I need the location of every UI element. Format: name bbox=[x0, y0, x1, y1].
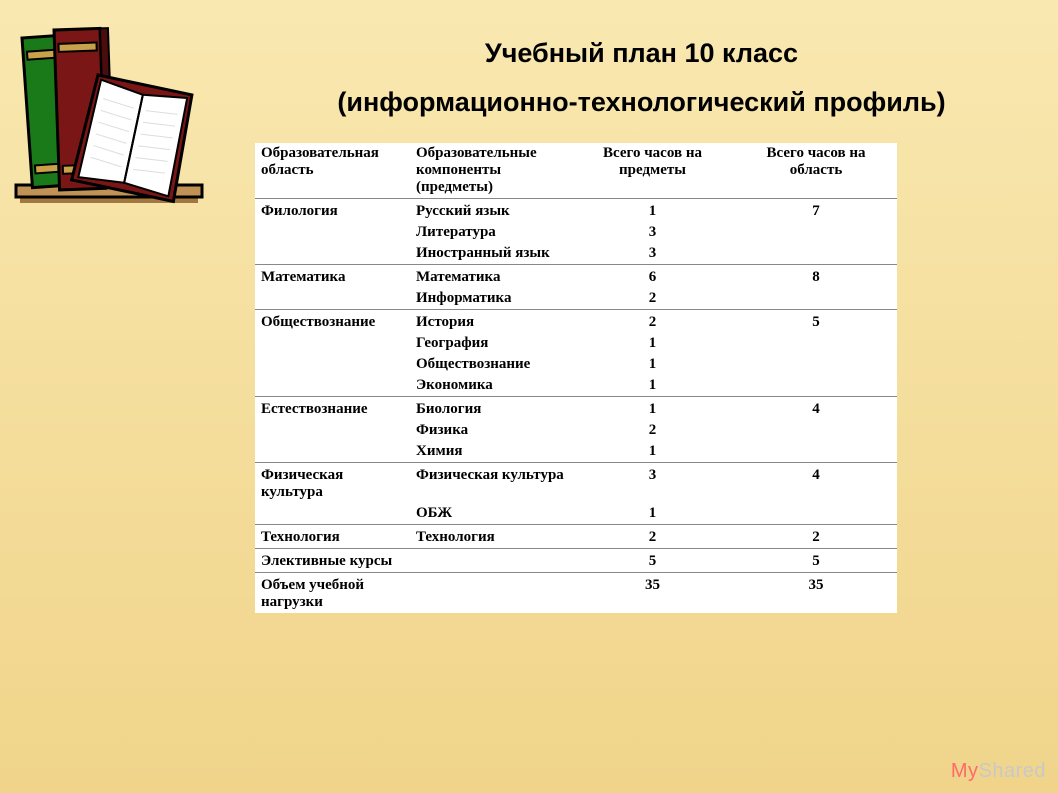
header-subject: Образовательные компоненты (предметы) bbox=[410, 143, 570, 199]
table-row: ФилологияРусский язык17 bbox=[255, 199, 897, 223]
cell-subject: Экономика bbox=[410, 375, 570, 397]
cell-subject: Русский язык bbox=[410, 199, 570, 223]
cell-hours: 3 bbox=[570, 243, 735, 265]
cell-total: 7 bbox=[735, 199, 897, 223]
cell-hours: 1 bbox=[570, 333, 735, 354]
cell-total bbox=[735, 354, 897, 375]
header-area: Образовательная область bbox=[255, 143, 410, 199]
cell-hours: 1 bbox=[570, 397, 735, 421]
cell-area: Технология bbox=[255, 525, 410, 549]
cell-area: Элективные курсы bbox=[255, 549, 410, 573]
cell-hours: 5 bbox=[570, 549, 735, 573]
cell-area bbox=[255, 354, 410, 375]
table-row: Физика2 bbox=[255, 420, 897, 441]
table-row: Литература3 bbox=[255, 222, 897, 243]
watermark-rest: Shared bbox=[979, 760, 1047, 782]
cell-subject: Физика bbox=[410, 420, 570, 441]
header-total: Всего часов на область bbox=[735, 143, 897, 199]
table-row: Иностранный язык3 bbox=[255, 243, 897, 265]
cell-total: 4 bbox=[735, 463, 897, 504]
cell-area bbox=[255, 333, 410, 354]
cell-hours: 1 bbox=[570, 441, 735, 463]
cell-subject: ОБЖ bbox=[410, 503, 570, 525]
table-row: ОБЖ1 bbox=[255, 503, 897, 525]
cell-area: Математика bbox=[255, 265, 410, 289]
cell-area bbox=[255, 288, 410, 310]
cell-hours: 2 bbox=[570, 525, 735, 549]
cell-subject: История bbox=[410, 310, 570, 334]
cell-area bbox=[255, 420, 410, 441]
cell-total: 8 bbox=[735, 265, 897, 289]
cell-total: 5 bbox=[735, 310, 897, 334]
cell-hours: 35 bbox=[570, 573, 735, 614]
cell-total bbox=[735, 503, 897, 525]
cell-hours: 1 bbox=[570, 199, 735, 223]
table-header-row: Образовательная область Образовательные … bbox=[255, 143, 897, 199]
cell-subject bbox=[410, 549, 570, 573]
table-row: Объем учебной нагрузки 3535 bbox=[255, 573, 897, 614]
cell-subject bbox=[410, 573, 570, 614]
table-row: Обществознание1 bbox=[255, 354, 897, 375]
cell-hours: 3 bbox=[570, 222, 735, 243]
cell-total bbox=[735, 288, 897, 310]
watermark: MyShared bbox=[951, 760, 1046, 783]
table-row: География1 bbox=[255, 333, 897, 354]
cell-area bbox=[255, 243, 410, 265]
cell-total bbox=[735, 375, 897, 397]
cell-subject: Математика bbox=[410, 265, 570, 289]
cell-hours: 3 bbox=[570, 463, 735, 504]
title-line-2: (информационно-технологический профиль) bbox=[255, 87, 1028, 118]
cell-total bbox=[735, 222, 897, 243]
cell-total: 5 bbox=[735, 549, 897, 573]
table-row: Физическая культураФизическая культура34 bbox=[255, 463, 897, 504]
cell-area: Объем учебной нагрузки bbox=[255, 573, 410, 614]
cell-total: 2 bbox=[735, 525, 897, 549]
cell-area bbox=[255, 441, 410, 463]
cell-area: Филология bbox=[255, 199, 410, 223]
cell-area: Физическая культура bbox=[255, 463, 410, 504]
cell-hours: 1 bbox=[570, 354, 735, 375]
table-row: ТехнологияТехнология22 bbox=[255, 525, 897, 549]
cell-hours: 2 bbox=[570, 420, 735, 441]
cell-total bbox=[735, 333, 897, 354]
table-row: МатематикаМатематика68 bbox=[255, 265, 897, 289]
watermark-prefix: My bbox=[951, 760, 979, 782]
slide-title: Учебный план 10 класс (информационно-тех… bbox=[255, 38, 1028, 118]
cell-total: 4 bbox=[735, 397, 897, 421]
cell-subject: География bbox=[410, 333, 570, 354]
cell-hours: 6 bbox=[570, 265, 735, 289]
cell-subject: Технология bbox=[410, 525, 570, 549]
cell-area bbox=[255, 222, 410, 243]
cell-hours: 1 bbox=[570, 503, 735, 525]
cell-area bbox=[255, 503, 410, 525]
cell-total bbox=[735, 243, 897, 265]
cell-area bbox=[255, 375, 410, 397]
cell-total bbox=[735, 441, 897, 463]
cell-hours: 2 bbox=[570, 310, 735, 334]
header-hours: Всего часов на предметы bbox=[570, 143, 735, 199]
cell-area: Обществознание bbox=[255, 310, 410, 334]
cell-subject: Химия bbox=[410, 441, 570, 463]
cell-subject: Информатика bbox=[410, 288, 570, 310]
cell-total bbox=[735, 420, 897, 441]
books-icon bbox=[10, 20, 230, 230]
curriculum-table: Образовательная область Образовательные … bbox=[255, 143, 897, 613]
cell-subject: Литература bbox=[410, 222, 570, 243]
title-line-1: Учебный план 10 класс bbox=[255, 38, 1028, 69]
cell-hours: 1 bbox=[570, 375, 735, 397]
cell-subject: Физическая культура bbox=[410, 463, 570, 504]
table-row: ОбществознаниеИстория25 bbox=[255, 310, 897, 334]
table-row: Химия1 bbox=[255, 441, 897, 463]
cell-total: 35 bbox=[735, 573, 897, 614]
cell-subject: Обществознание bbox=[410, 354, 570, 375]
cell-hours: 2 bbox=[570, 288, 735, 310]
table-row: Информатика2 bbox=[255, 288, 897, 310]
table-row: ЕстествознаниеБиология14 bbox=[255, 397, 897, 421]
table-row: Экономика1 bbox=[255, 375, 897, 397]
cell-subject: Биология bbox=[410, 397, 570, 421]
cell-area: Естествознание bbox=[255, 397, 410, 421]
table-row: Элективные курсы 55 bbox=[255, 549, 897, 573]
cell-subject: Иностранный язык bbox=[410, 243, 570, 265]
